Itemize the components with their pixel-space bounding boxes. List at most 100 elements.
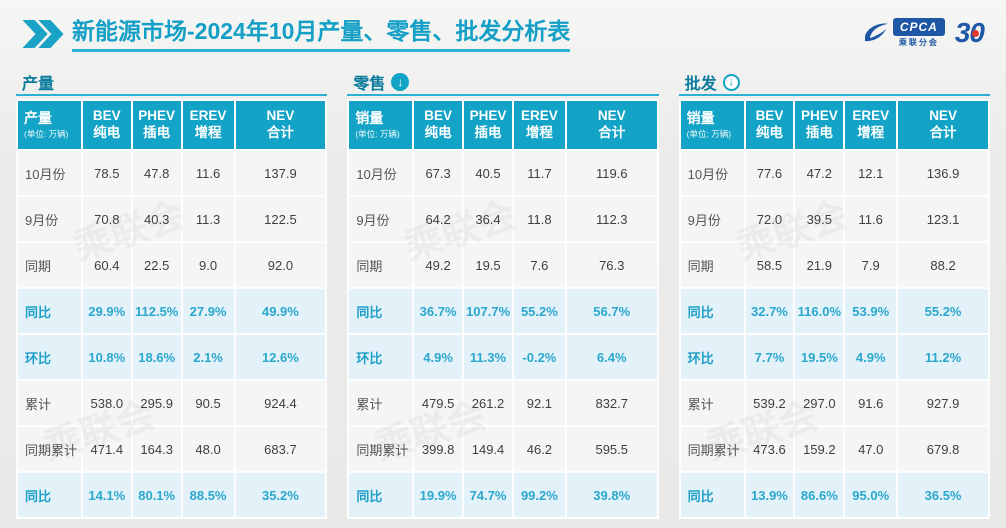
- cell-value: 36.7%: [414, 289, 463, 333]
- table-unit-header: 产量 (单位: 万辆): [18, 101, 81, 149]
- row-label: 10月份: [18, 151, 81, 195]
- row-label: 环比: [680, 335, 744, 379]
- column-header: BEV 纯电: [414, 101, 463, 149]
- cell-value: 137.9: [235, 151, 326, 195]
- cell-value: 164.3: [132, 427, 181, 471]
- table-row: 10月份 67.3 40.5 11.7 119.6: [349, 151, 657, 195]
- table-header-row: 销量 (单位: 万辆) BEV 纯电 PHEV 插电 EREV 增程 NEV 合计: [680, 101, 988, 149]
- row-label: 累计: [18, 381, 81, 425]
- table-unit-header: 销量 (单位: 万辆): [680, 101, 744, 149]
- column-header: BEV 纯电: [745, 101, 794, 149]
- cell-value: 27.9%: [182, 289, 234, 333]
- cell-value: 72.0: [745, 197, 794, 241]
- row-label: 9月份: [18, 197, 81, 241]
- cell-value: 92.1: [513, 381, 565, 425]
- section-title: 批发: [684, 76, 717, 93]
- cell-value: 76.3: [566, 243, 657, 287]
- tables-container: 产量 产量 (单位: 万辆) BEV 纯电 PHEV 插电 EREV 增程 NEV 合计 10月份…: [0, 62, 1006, 519]
- section-head: 批发: [678, 70, 990, 96]
- cell-value: 11.6: [182, 151, 234, 195]
- table-row: 同期累计 471.4 164.3 48.0 683.7: [18, 427, 326, 471]
- cell-value: 36.5%: [898, 473, 988, 517]
- cell-value: 11.7: [513, 151, 565, 195]
- page-title: 新能源市场-2024年10月产量、零售、批发分析表: [72, 16, 571, 52]
- row-label: 同期: [349, 243, 413, 287]
- row-label: 9月份: [349, 197, 413, 241]
- cell-value: 21.9: [795, 243, 844, 287]
- cell-value: 683.7: [235, 427, 326, 471]
- cell-value: 539.2: [745, 381, 794, 425]
- row-label: 10月份: [349, 151, 413, 195]
- section-down-arrow-icon: [391, 73, 410, 91]
- anniversary-red-dot-icon: [972, 30, 979, 37]
- column-header: NEV 合计: [235, 101, 326, 149]
- cell-value: 136.9: [898, 151, 988, 195]
- table-section: 产量 产量 (单位: 万辆) BEV 纯电 PHEV 插电 EREV 增程 NEV 合计 10月份…: [16, 70, 328, 519]
- table-row: 同比 13.9% 86.6% 95.0% 36.5%: [680, 473, 988, 517]
- table-row: 同期累计 473.6 159.2 47.0 679.8: [680, 427, 988, 471]
- cell-value: 10.8%: [82, 335, 131, 379]
- column-header: NEV 合计: [566, 101, 657, 149]
- cell-value: 679.8: [898, 427, 988, 471]
- cell-value: 19.5: [464, 243, 512, 287]
- cell-value: 91.6: [845, 381, 897, 425]
- double-chevron-icon: [22, 20, 64, 53]
- table-row: 同比 32.7% 116.0% 53.9% 55.2%: [680, 289, 988, 333]
- cell-value: 64.2: [414, 197, 463, 241]
- row-label: 同期累计: [349, 427, 413, 471]
- cell-value: 479.5: [414, 381, 463, 425]
- table-row: 9月份 72.0 39.5 11.6 123.1: [680, 197, 988, 241]
- table-row: 同期 60.4 22.5 9.0 92.0: [18, 243, 326, 287]
- cell-value: 80.1%: [132, 473, 181, 517]
- cell-value: 471.4: [82, 427, 131, 471]
- cell-value: 112.3: [566, 197, 657, 241]
- cell-value: 47.0: [845, 427, 897, 471]
- cell-value: 49.9%: [235, 289, 326, 333]
- cell-value: 2.1%: [182, 335, 234, 379]
- table-row: 同比 19.9% 74.7% 99.2% 39.8%: [349, 473, 657, 517]
- table-row: 9月份 70.8 40.3 11.3 122.5: [18, 197, 326, 241]
- cell-value: 538.0: [82, 381, 131, 425]
- cell-value: 4.9%: [845, 335, 897, 379]
- cell-value: 55.2%: [513, 289, 565, 333]
- table-row: 同比 29.9% 112.5% 27.9% 49.9%: [18, 289, 326, 333]
- table-header-row: 产量 (单位: 万辆) BEV 纯电 PHEV 插电 EREV 增程 NEV 合计: [18, 101, 326, 149]
- cell-value: 11.2%: [898, 335, 988, 379]
- row-label: 同期: [18, 243, 81, 287]
- cell-value: 22.5: [132, 243, 181, 287]
- row-label: 10月份: [680, 151, 744, 195]
- table-row: 环比 10.8% 18.6% 2.1% 12.6%: [18, 335, 326, 379]
- table-row: 同比 36.7% 107.7% 55.2% 56.7%: [349, 289, 657, 333]
- cell-value: 56.7%: [566, 289, 657, 333]
- title-bar: 新能源市场-2024年10月产量、零售、批发分析表 CPCA 乘联分会 30: [0, 0, 1006, 62]
- cell-value: 11.3%: [464, 335, 512, 379]
- cell-value: 18.6%: [132, 335, 181, 379]
- table-row: 累计 538.0 295.9 90.5 924.4: [18, 381, 326, 425]
- logos: CPCA 乘联分会 30: [862, 16, 985, 48]
- page-title-rest: -2024年10月产量、零售、批发分析表: [187, 18, 571, 44]
- table-row: 同期累计 399.8 149.4 46.2 595.5: [349, 427, 657, 471]
- cell-value: 14.1%: [82, 473, 131, 517]
- cell-value: 95.0%: [845, 473, 897, 517]
- cell-value: 116.0%: [795, 289, 844, 333]
- cell-value: 99.2%: [513, 473, 565, 517]
- table-header-row: 销量 (单位: 万辆) BEV 纯电 PHEV 插电 EREV 增程 NEV 合计: [349, 101, 657, 149]
- row-label: 环比: [18, 335, 81, 379]
- cell-value: 49.2: [414, 243, 463, 287]
- table-row: 同比 14.1% 80.1% 88.5% 35.2%: [18, 473, 326, 517]
- cell-value: 29.9%: [82, 289, 131, 333]
- cell-value: 39.5: [795, 197, 844, 241]
- cell-value: 77.6: [745, 151, 794, 195]
- row-label: 同比: [18, 473, 81, 517]
- cell-value: 67.3: [414, 151, 463, 195]
- cell-value: 119.6: [566, 151, 657, 195]
- cpca-subtitle: 乘联分会: [898, 38, 939, 47]
- cell-value: 53.9%: [845, 289, 897, 333]
- cell-value: 7.7%: [745, 335, 794, 379]
- data-table: 产量 (单位: 万辆) BEV 纯电 PHEV 插电 EREV 增程 NEV 合计 10月份 78.…: [16, 99, 328, 519]
- cell-value: 7.6: [513, 243, 565, 287]
- cell-value: 473.6: [745, 427, 794, 471]
- column-header: PHEV 插电: [464, 101, 512, 149]
